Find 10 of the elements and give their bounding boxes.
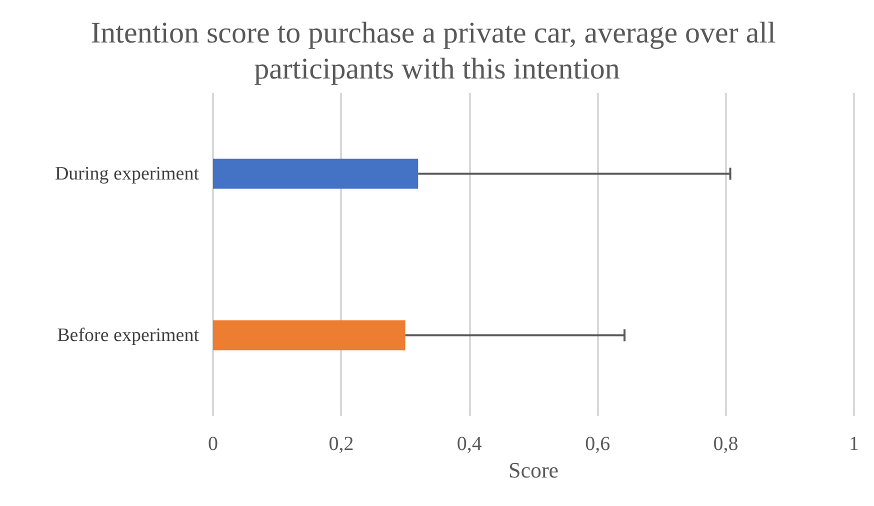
x-tick-label: 0,6 (585, 433, 610, 455)
x-tick-label: 0,2 (328, 433, 354, 455)
x-axis-title: Score (508, 457, 559, 482)
chart-title: Intention score to purchase a private car, average over all participants with this intention (90, 16, 784, 86)
x-tick-label: 1 (849, 433, 859, 455)
x-tick-label: 0 (208, 433, 218, 455)
y-tick-label: Before experiment (57, 324, 200, 346)
y-tick-label: During experiment (54, 163, 200, 184)
x-tick-label: 0,4 (456, 433, 482, 455)
x-tick-label: 0,8 (713, 433, 738, 455)
